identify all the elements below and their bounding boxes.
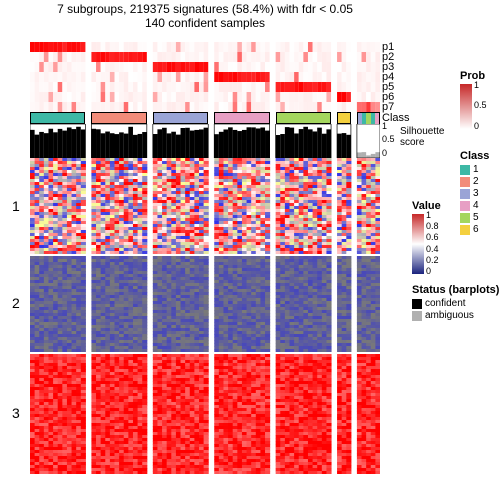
class-legend: Class 123456	[460, 150, 489, 236]
status-legend: Status (barplots) confidentambiguous	[412, 284, 499, 321]
probability-rows	[30, 42, 380, 112]
silhouette-axis: 1 0.5 0 Silhouette score	[382, 124, 410, 158]
prob-gradient	[460, 84, 472, 129]
row-labels: p1 p2 p3 p4 p5 p6 p7 Class 1 0.5 0 Silho…	[382, 42, 410, 158]
silhouette-barplot	[30, 124, 380, 158]
legend-item: confident	[412, 298, 499, 309]
title-line-1: 7 subgroups, 219375 signatures (58.4%) w…	[30, 2, 380, 16]
legend-item: 3	[460, 188, 489, 199]
value-gradient	[412, 214, 424, 274]
legend-item: 5	[460, 212, 489, 223]
title-line-2: 140 confident samples	[30, 16, 380, 30]
prob-label: p7	[382, 102, 410, 112]
legends: Value 1 0.8 0.6 0.4 0.2 0 Status (barplo…	[412, 200, 499, 322]
legend-item: 1	[460, 164, 489, 175]
class-annotation-strip	[30, 112, 380, 124]
legend-item: ambiguous	[412, 310, 499, 321]
heatmap	[30, 158, 380, 474]
main-plot-area	[30, 42, 380, 474]
legend-item: 2	[460, 176, 489, 187]
legend-item: 4	[460, 200, 489, 211]
title-block: 7 subgroups, 219375 signatures (58.4%) w…	[30, 2, 380, 30]
prob-legend: Prob 1 0.5 0	[460, 70, 485, 129]
legend-item: 6	[460, 224, 489, 235]
